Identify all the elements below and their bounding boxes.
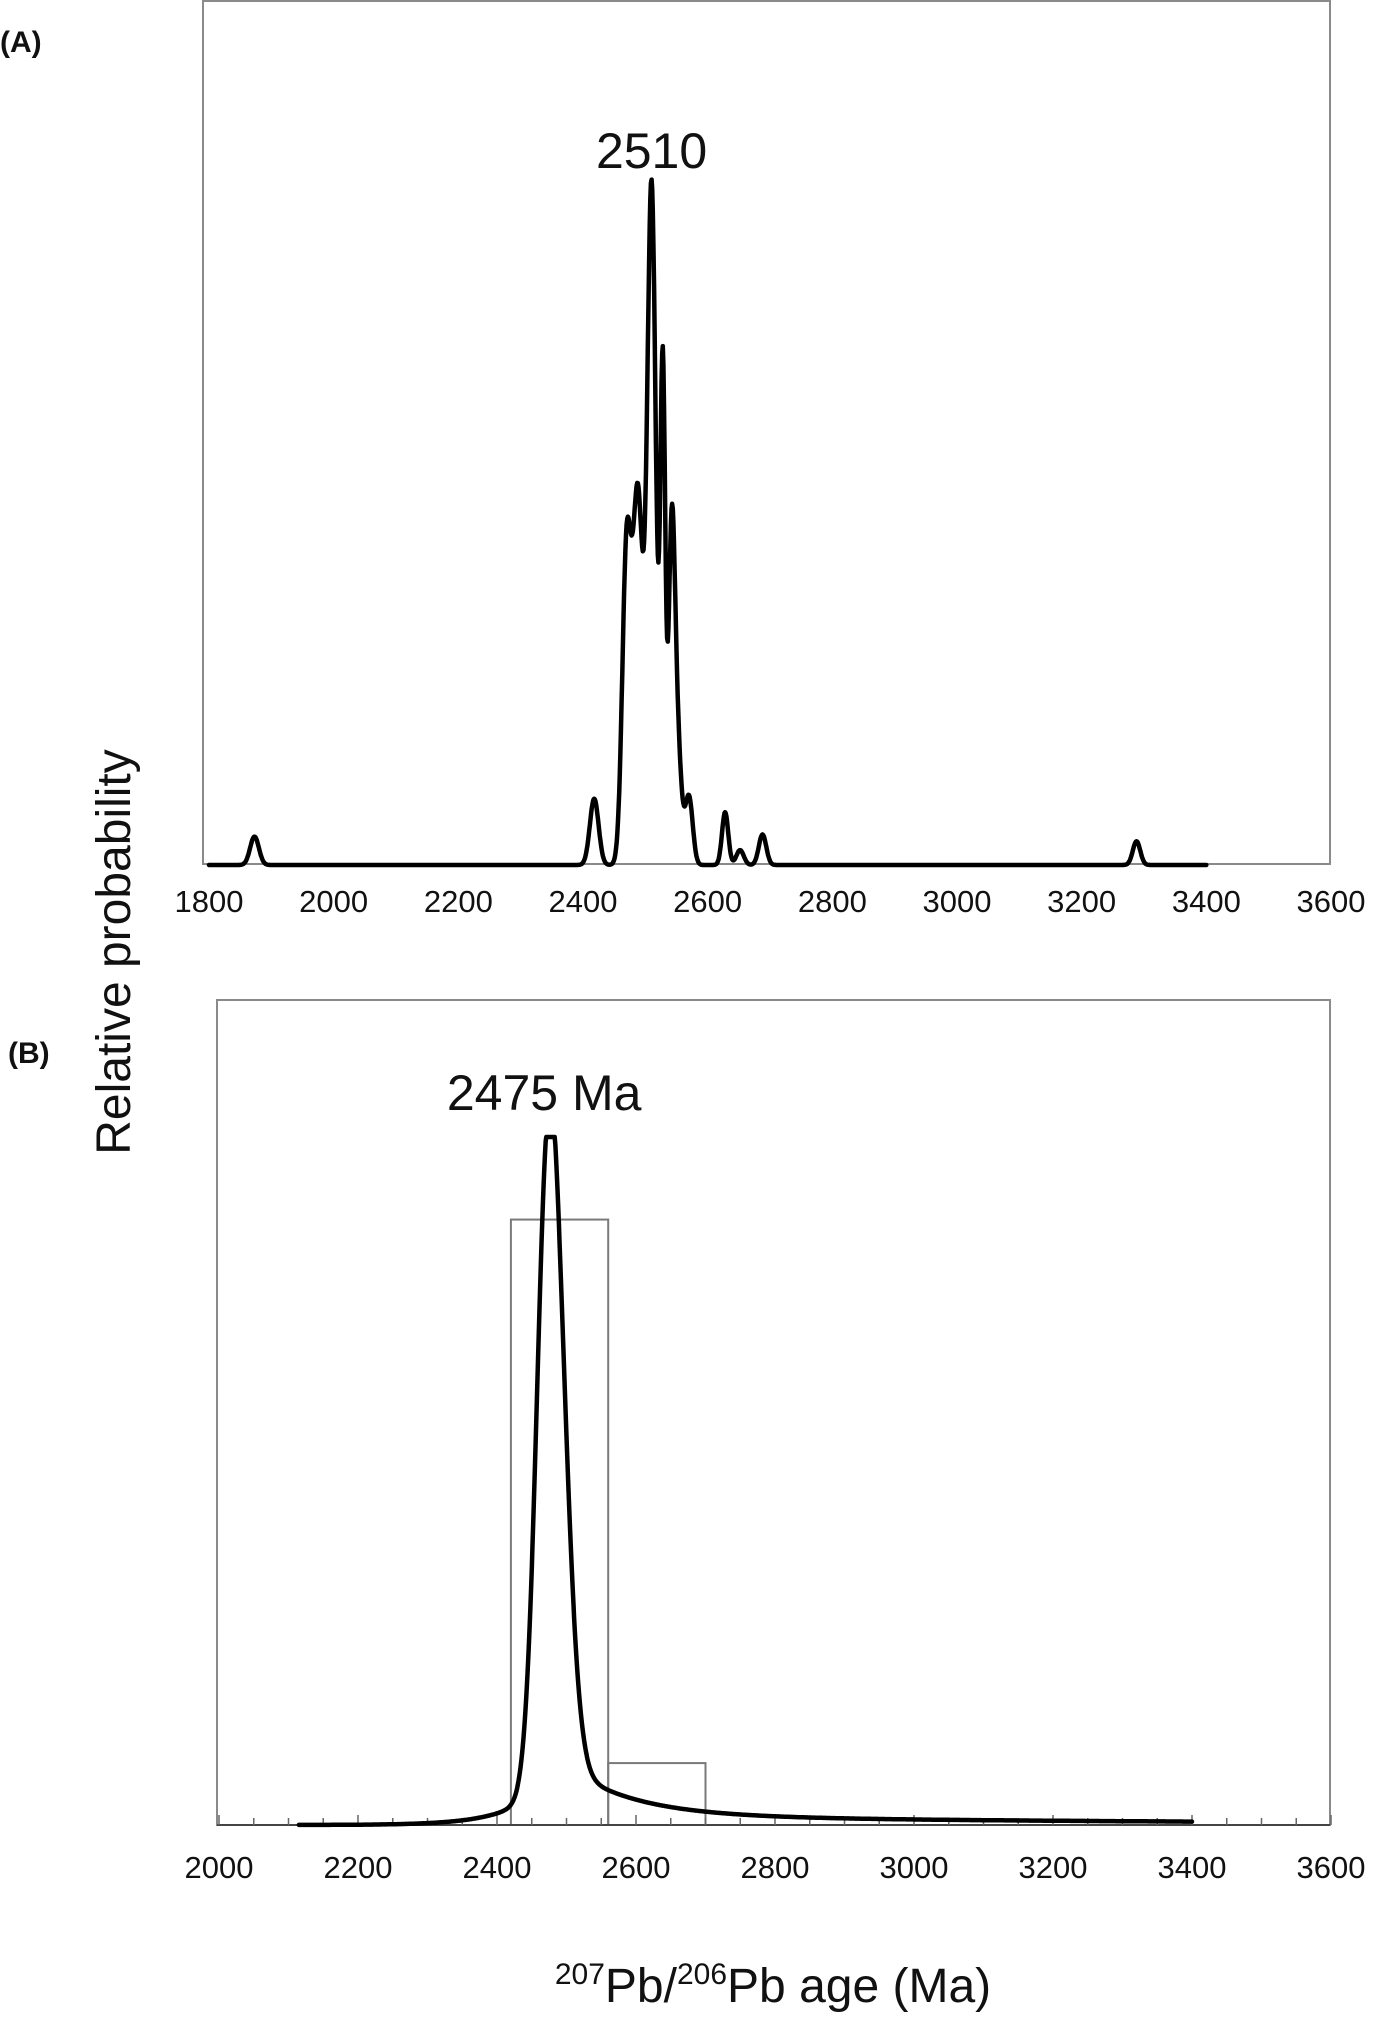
x-axis-title: 207Pb/206Pb age (Ma)	[555, 1958, 991, 2013]
panel-b-probability-curve	[296, 1134, 1195, 1828]
x-axis-title-base2: Pb age (Ma)	[727, 1960, 991, 2013]
panel-a-probability-curve	[206, 177, 1209, 868]
panel-a-x-tick-label: 3600	[1297, 884, 1366, 919]
panel-b: (B) 2000 2200 2400 2600 2800 3000 3200 3400 3600…	[8, 999, 1366, 1885]
panel-a-label: (A)	[0, 26, 42, 59]
panel-a-x-tick-label: 3400	[1172, 884, 1241, 919]
panel-a-peak-label: 2510	[596, 123, 707, 179]
panel-a-x-tick-label: 1800	[175, 884, 244, 919]
x-axis-title-sup2: 206	[677, 1958, 727, 1991]
panel-a-x-tick-labels: 1800 2000 2200 2400 2600 2800 3000 3200 3400 3600	[175, 884, 1366, 919]
panel-b-label: (B)	[8, 1037, 50, 1070]
panel-b-x-tick-label: 2000	[185, 1850, 254, 1885]
panel-b-x-tick-label: 3200	[1019, 1850, 1088, 1885]
panel-a-x-tick-label: 2600	[673, 884, 742, 919]
y-axis-title: Relative probability	[88, 749, 141, 1155]
panel-b-x-tick-labels: 2000 2200 2400 2600 2800 3000 3200 3400 3600	[185, 1850, 1366, 1885]
panel-a-x-tick-label: 3200	[1047, 884, 1116, 919]
panel-b-x-tick-label: 3400	[1158, 1850, 1227, 1885]
panel-b-x-tick-label: 2200	[324, 1850, 393, 1885]
panel-a-x-tick-label: 2000	[299, 884, 368, 919]
panel-b-plot-frame	[216, 999, 1331, 1826]
panel-b-x-tick-label: 3600	[1297, 1850, 1366, 1885]
panel-a-x-tick-label: 2400	[549, 884, 618, 919]
panel-a-plot-frame	[202, 0, 1331, 865]
panel-b-x-tick-label: 2400	[463, 1850, 532, 1885]
panel-a-x-tick-label: 2200	[424, 884, 493, 919]
x-axis-title-sup1: 207	[555, 1958, 605, 1991]
panel-a-x-tick-label: 2800	[798, 884, 867, 919]
x-axis-title-base1: Pb/	[605, 1960, 678, 2013]
panel-b-x-tick-label: 2600	[602, 1850, 671, 1885]
panel-a: (A) 1800 2000 2200 2400 2600 2800 3000 3200 3400…	[0, 0, 1366, 919]
panel-a-x-tick-label: 3000	[923, 884, 992, 919]
panel-b-x-tick-label: 2800	[741, 1850, 810, 1885]
panel-b-x-tick-label: 3000	[880, 1850, 949, 1885]
panel-b-peak-label: 2475 Ma	[447, 1065, 642, 1121]
